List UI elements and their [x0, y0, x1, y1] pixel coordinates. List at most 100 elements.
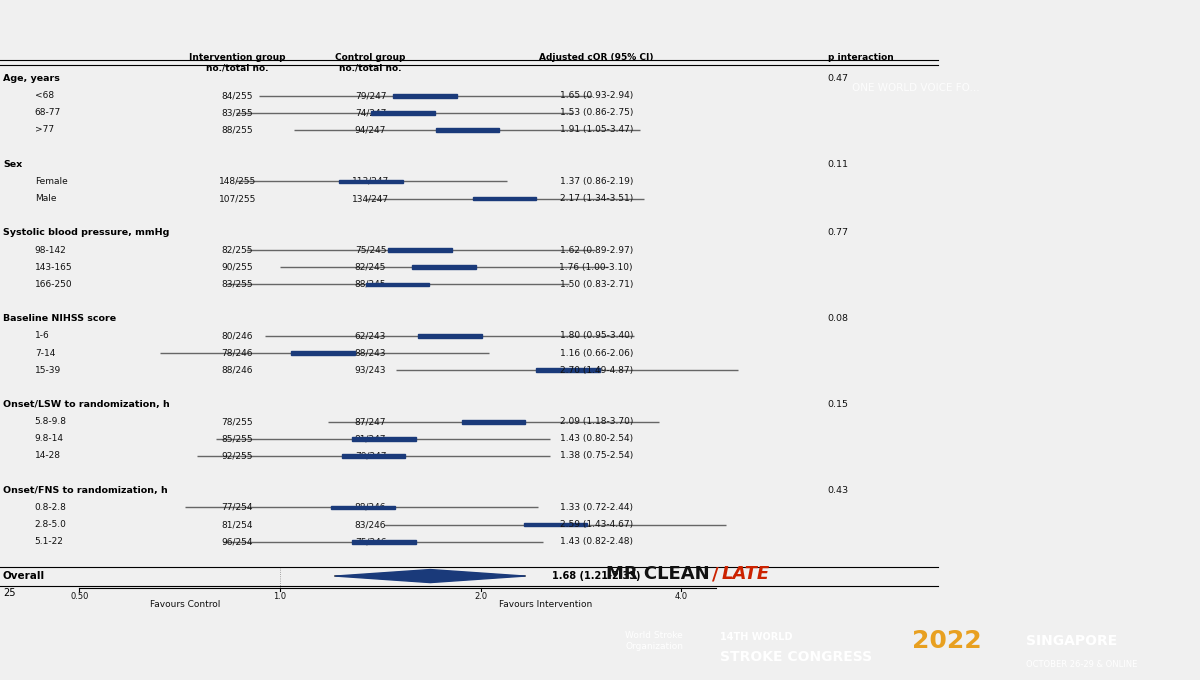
Text: 7-14: 7-14 — [35, 349, 55, 358]
Bar — [523, 523, 588, 526]
Text: 1.68 (1.21-2.33): 1.68 (1.21-2.33) — [552, 571, 641, 581]
Text: Favours Control: Favours Control — [150, 600, 221, 609]
Text: >77: >77 — [35, 126, 54, 135]
Text: 25: 25 — [2, 588, 16, 598]
Text: 83/255: 83/255 — [222, 280, 253, 289]
Text: 5.1-22: 5.1-22 — [35, 537, 64, 546]
Text: Onset/LSW to randomization, h: Onset/LSW to randomization, h — [2, 400, 169, 409]
Text: 88/246: 88/246 — [222, 366, 253, 375]
Bar — [536, 369, 600, 372]
Text: Onset/FNS to randomization, h: Onset/FNS to randomization, h — [2, 486, 168, 495]
Text: Sex: Sex — [2, 160, 22, 169]
Text: 4.0: 4.0 — [674, 592, 688, 601]
Text: 134/247: 134/247 — [352, 194, 389, 203]
Text: p interaction: p interaction — [828, 53, 894, 62]
Text: 1.43 (0.80-2.54): 1.43 (0.80-2.54) — [559, 435, 632, 443]
Text: /: / — [712, 565, 719, 583]
Text: 0.08: 0.08 — [828, 314, 848, 323]
Text: 0.50: 0.50 — [71, 592, 89, 601]
Text: 166-250: 166-250 — [35, 280, 72, 289]
Text: 1.0: 1.0 — [274, 592, 287, 601]
Text: STROKE CONGRESS: STROKE CONGRESS — [720, 649, 872, 664]
Bar — [371, 111, 436, 115]
Text: 0.15: 0.15 — [828, 400, 848, 409]
Text: 82/245: 82/245 — [355, 262, 386, 272]
Text: 1.33 (0.72-2.44): 1.33 (0.72-2.44) — [559, 503, 632, 512]
Bar — [436, 128, 499, 132]
Bar — [462, 420, 526, 424]
Bar — [473, 197, 536, 201]
Text: 75/246: 75/246 — [355, 537, 386, 546]
Text: 96/254: 96/254 — [222, 537, 253, 546]
Bar — [352, 540, 415, 543]
Text: 83/255: 83/255 — [222, 108, 253, 118]
Text: 68-77: 68-77 — [35, 108, 61, 118]
Text: 2022: 2022 — [912, 629, 982, 653]
Text: 1-6: 1-6 — [35, 331, 49, 341]
Text: 98-142: 98-142 — [35, 245, 66, 254]
Text: 1.53 (0.86-2.75): 1.53 (0.86-2.75) — [559, 108, 632, 118]
Text: 88/255: 88/255 — [222, 126, 253, 135]
Text: Overall: Overall — [2, 571, 46, 581]
Text: MR CLEAN: MR CLEAN — [606, 565, 709, 583]
Text: 1.65 (0.93-2.94): 1.65 (0.93-2.94) — [559, 91, 632, 100]
Bar — [342, 454, 406, 458]
Bar — [388, 248, 451, 252]
Text: Systolic blood pressure, mmHg: Systolic blood pressure, mmHg — [2, 228, 169, 237]
Text: 0.43: 0.43 — [828, 486, 848, 495]
Text: 90/255: 90/255 — [222, 262, 253, 272]
Bar — [412, 265, 475, 269]
Text: 88/245: 88/245 — [355, 280, 386, 289]
Text: 79/247: 79/247 — [355, 91, 386, 100]
Text: 78/255: 78/255 — [222, 417, 253, 426]
Text: Male: Male — [35, 194, 56, 203]
Text: 79/247: 79/247 — [355, 452, 386, 460]
Text: 2.59 (1.43-4.67): 2.59 (1.43-4.67) — [559, 520, 632, 529]
Text: 85/255: 85/255 — [222, 435, 253, 443]
Text: 82/255: 82/255 — [222, 245, 253, 254]
Text: 0.47: 0.47 — [828, 74, 848, 83]
Text: 78/246: 78/246 — [222, 349, 253, 358]
Text: 88/246: 88/246 — [355, 503, 386, 512]
Text: 83/246: 83/246 — [355, 520, 386, 529]
Text: 1.16 (0.66-2.06): 1.16 (0.66-2.06) — [559, 349, 632, 358]
Text: 1.43 (0.82-2.48): 1.43 (0.82-2.48) — [559, 537, 632, 546]
Text: 1.37 (0.86-2.19): 1.37 (0.86-2.19) — [559, 177, 632, 186]
Text: 62/243: 62/243 — [355, 331, 386, 341]
Text: 81/254: 81/254 — [222, 520, 253, 529]
Bar — [419, 334, 482, 338]
Text: 0.77: 0.77 — [828, 228, 848, 237]
Text: 14TH WORLD: 14TH WORLD — [720, 632, 792, 642]
Text: 81/247: 81/247 — [355, 435, 386, 443]
Bar — [292, 351, 355, 355]
Text: <68: <68 — [35, 91, 54, 100]
Text: 84/255: 84/255 — [222, 91, 253, 100]
Bar — [352, 437, 415, 441]
Text: 14-28: 14-28 — [35, 452, 61, 460]
Text: SINGAPORE: SINGAPORE — [1026, 634, 1117, 648]
Text: 143-165: 143-165 — [35, 262, 72, 272]
Text: OCTOBER 26-29 & ONLINE: OCTOBER 26-29 & ONLINE — [1026, 660, 1138, 669]
Text: 2.8-5.0: 2.8-5.0 — [35, 520, 67, 529]
Text: Adjusted cOR (95% CI): Adjusted cOR (95% CI) — [539, 53, 654, 62]
Text: 93/243: 93/243 — [355, 366, 386, 375]
Text: 1.62 (0.89-2.97): 1.62 (0.89-2.97) — [559, 245, 632, 254]
Bar — [331, 505, 395, 509]
Text: Female: Female — [35, 177, 67, 186]
Text: 94/247: 94/247 — [355, 126, 386, 135]
Text: 1.76 (1.00-3.10): 1.76 (1.00-3.10) — [559, 262, 632, 272]
Text: LATE: LATE — [721, 565, 769, 583]
Text: 92/255: 92/255 — [222, 452, 253, 460]
Text: 5.8-9.8: 5.8-9.8 — [35, 417, 67, 426]
Text: 0.11: 0.11 — [828, 160, 848, 169]
Text: 2.17 (1.34-3.51): 2.17 (1.34-3.51) — [559, 194, 632, 203]
Polygon shape — [335, 570, 524, 583]
Text: 87/247: 87/247 — [355, 417, 386, 426]
Text: 74/247: 74/247 — [355, 108, 386, 118]
Text: 1.50 (0.83-2.71): 1.50 (0.83-2.71) — [559, 280, 632, 289]
Text: Favours Intervention: Favours Intervention — [499, 600, 592, 609]
Text: Control group
no./total no.: Control group no./total no. — [335, 53, 406, 72]
Text: 15-39: 15-39 — [35, 366, 61, 375]
Text: 148/255: 148/255 — [218, 177, 256, 186]
Text: 2.0: 2.0 — [474, 592, 487, 601]
